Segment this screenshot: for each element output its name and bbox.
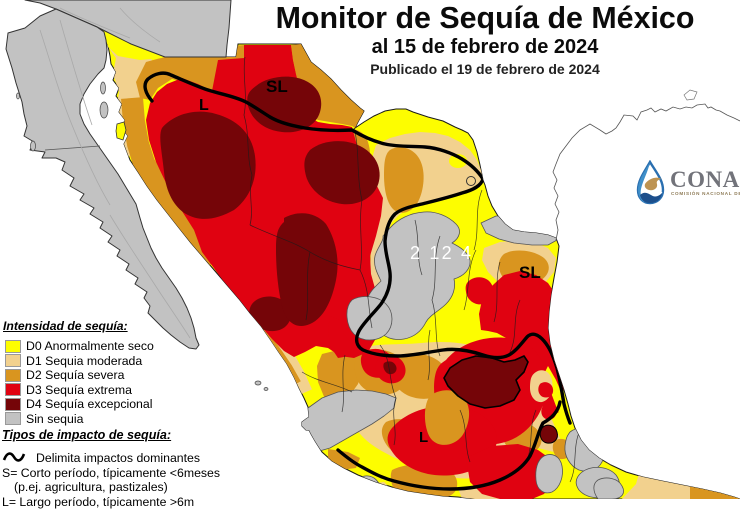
svg-text:SL: SL [519, 263, 541, 282]
svg-text:L: L [419, 429, 428, 446]
svg-text:2 12 4: 2 12 4 [410, 243, 473, 263]
svg-text:L: L [199, 97, 209, 114]
svg-text:SL: SL [266, 77, 288, 96]
